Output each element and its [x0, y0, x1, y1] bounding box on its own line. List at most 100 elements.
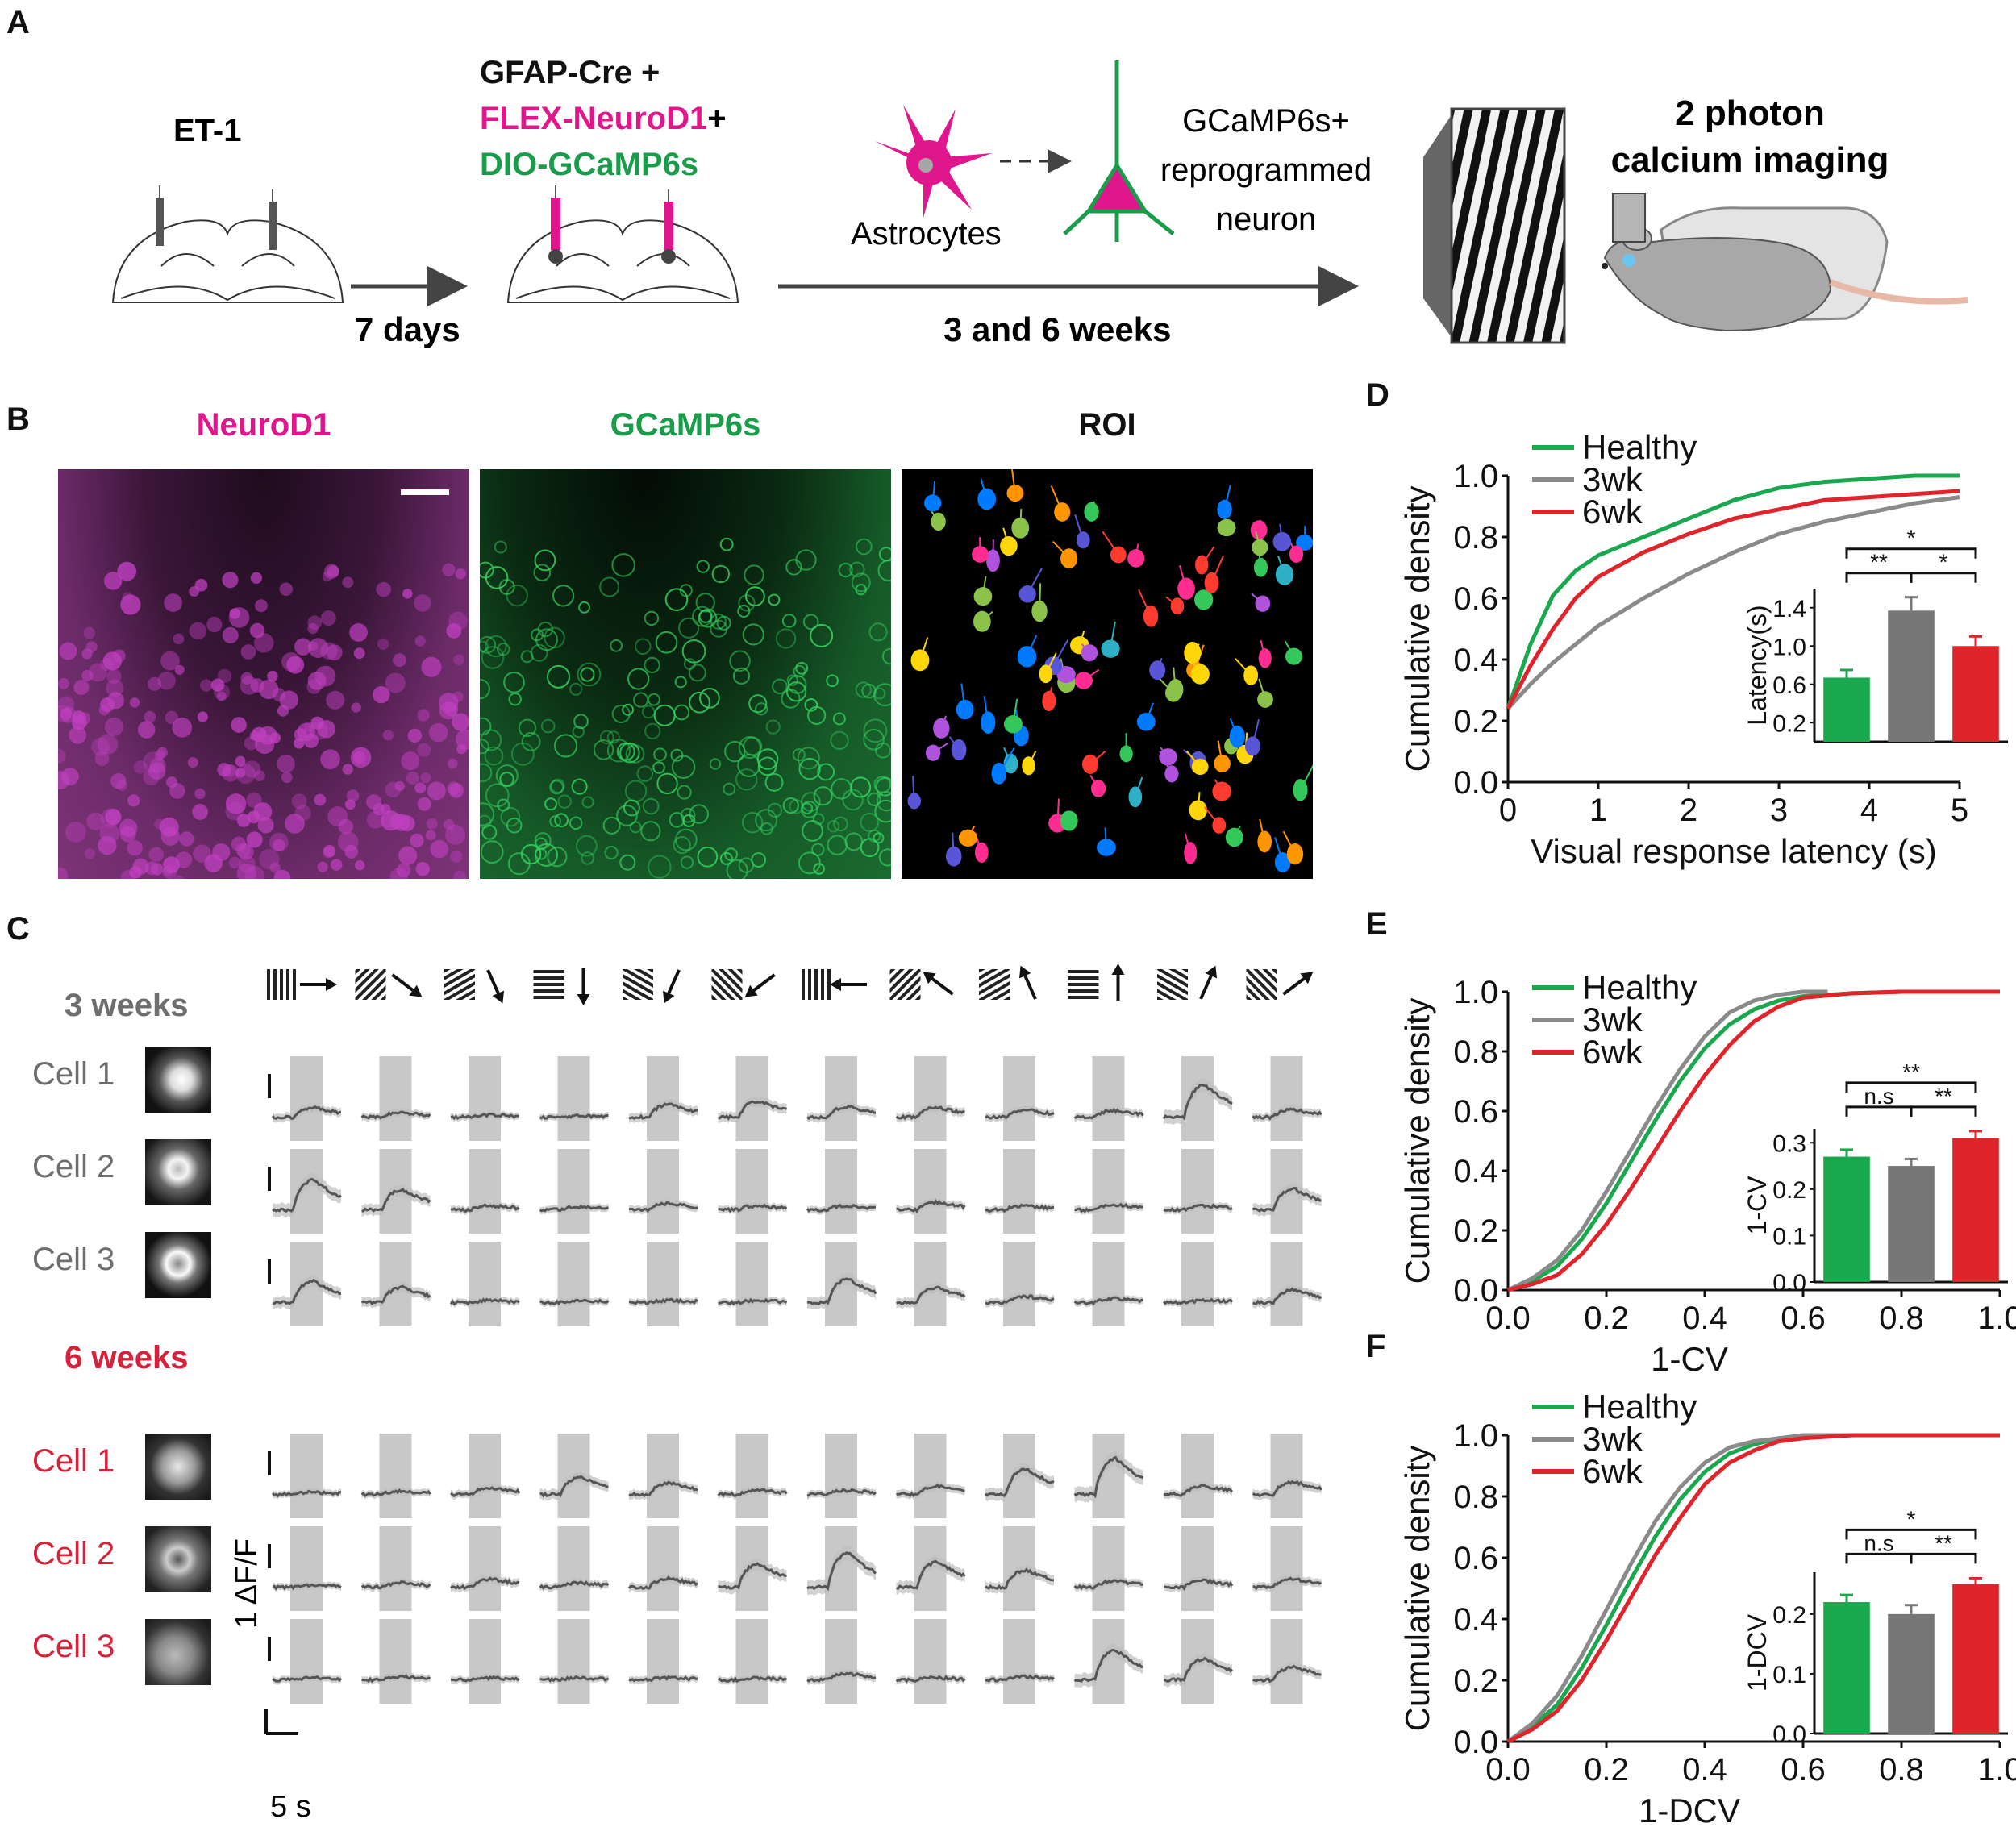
- panel-label-c: C: [6, 911, 30, 947]
- grating-icon: [1157, 969, 1188, 1000]
- calcium-trace: [628, 1297, 698, 1305]
- gfap-label: GFAP-Cre +: [480, 55, 660, 90]
- cell-body: [81, 648, 93, 660]
- cell-body: [719, 537, 734, 551]
- cell-body: [644, 610, 660, 626]
- cell-body: [507, 852, 531, 876]
- cell-body: [350, 747, 372, 768]
- stimulus-period: [1092, 1526, 1125, 1611]
- grating-icon: [1068, 970, 1099, 999]
- cell-body: [430, 839, 448, 859]
- neurod1-micrograph: [58, 469, 469, 879]
- cell-body: [606, 730, 620, 744]
- cell-body: [94, 751, 110, 766]
- cell-body: [648, 855, 672, 879]
- cell-body: [744, 564, 764, 585]
- cell-body: [741, 812, 764, 834]
- cell-body: [811, 843, 825, 856]
- cell-body: [236, 863, 256, 879]
- cell-body: [200, 679, 213, 692]
- roi: [1136, 702, 1156, 731]
- inset-tick-label: 1.0: [1772, 634, 1806, 660]
- significance-label: **: [1935, 1530, 1952, 1555]
- trace-error-band: [1074, 1293, 1143, 1308]
- cell-body: [453, 870, 467, 879]
- cell-body: [833, 816, 848, 832]
- calcium-trace: [1163, 1578, 1234, 1592]
- legend-label: Healthy: [1582, 968, 1697, 1006]
- roi: [1225, 825, 1243, 847]
- cell-body: [396, 863, 411, 878]
- calcium-trace: [361, 1674, 431, 1684]
- grating-icon: [623, 969, 653, 1000]
- legend-label: 3wk: [1582, 460, 1643, 498]
- stimulus-period: [1092, 1056, 1125, 1141]
- calcium-trace: [985, 1567, 1055, 1590]
- stimulus-period: [735, 1242, 768, 1326]
- cell-body: [842, 789, 864, 811]
- cell-body: [569, 682, 583, 696]
- cell-body: [240, 644, 256, 660]
- x-tick-label: 0.4: [1682, 1752, 1727, 1788]
- trace-error-band: [273, 1580, 341, 1592]
- roi: [1102, 531, 1127, 564]
- trace-error-band: [361, 1486, 431, 1500]
- stimulus-period: [1092, 1242, 1125, 1326]
- cell-body: [485, 783, 510, 808]
- astrocytes-label: Astrocytes: [851, 216, 1002, 252]
- cell-body: [344, 844, 359, 859]
- stimulus-period: [735, 1434, 768, 1518]
- cell-body: [193, 844, 211, 863]
- cell-body: [868, 829, 881, 843]
- cell-body: [414, 782, 427, 794]
- cell-body: [154, 749, 165, 760]
- cell-body: [709, 758, 722, 770]
- cell-body: [285, 814, 305, 834]
- cell-body: [804, 698, 818, 712]
- trace-error-band: [361, 1184, 431, 1217]
- stimulus-period: [1092, 1434, 1125, 1518]
- stimulus-period: [647, 1619, 679, 1704]
- trace-error-band: [985, 1105, 1054, 1123]
- roi: [1097, 827, 1116, 856]
- stimulus-period: [647, 1434, 679, 1518]
- injection-needle-icon: [269, 202, 277, 250]
- cell-body: [813, 863, 825, 875]
- x-tick-label: 0.8: [1879, 1752, 1924, 1788]
- cell-body: [530, 643, 548, 662]
- cell-body: [286, 656, 305, 674]
- roi: [1258, 640, 1272, 668]
- calcium-trace: [718, 1100, 787, 1121]
- stimulus-period: [557, 1526, 590, 1611]
- roi: [929, 508, 946, 531]
- calcium-trace: [1252, 1480, 1322, 1498]
- cell-body: [518, 718, 537, 737]
- cell-body: [849, 561, 865, 577]
- stimulus-period: [647, 1149, 679, 1234]
- cell-body: [831, 778, 852, 800]
- cell-body: [765, 719, 781, 735]
- cell-body: [604, 845, 619, 860]
- roi: [933, 715, 950, 739]
- cell-body: [229, 608, 240, 619]
- cell-body: [58, 867, 69, 879]
- stimulus-period: [1270, 1526, 1303, 1611]
- cell-body: [366, 794, 382, 810]
- cell-thumbnail: [145, 1526, 211, 1592]
- series-line-6wk: [1506, 1433, 2000, 1744]
- calcium-trace: [271, 1489, 342, 1498]
- cell-body: [697, 846, 719, 868]
- cell-body: [571, 778, 588, 795]
- stimulus-period: [290, 1149, 323, 1234]
- cell-body: [148, 762, 166, 780]
- inset-tick-label: 1.4: [1772, 596, 1806, 622]
- stimulus-period: [290, 1526, 323, 1611]
- cell-body: [606, 739, 631, 763]
- stimulus-period: [1181, 1149, 1214, 1234]
- cell-body: [426, 818, 438, 830]
- cell-body: [294, 738, 305, 749]
- calcium-trace: [272, 1675, 343, 1683]
- cell-body: [222, 626, 239, 643]
- cell-label: Cell 1: [32, 1056, 115, 1092]
- trace-error-band: [451, 1484, 519, 1500]
